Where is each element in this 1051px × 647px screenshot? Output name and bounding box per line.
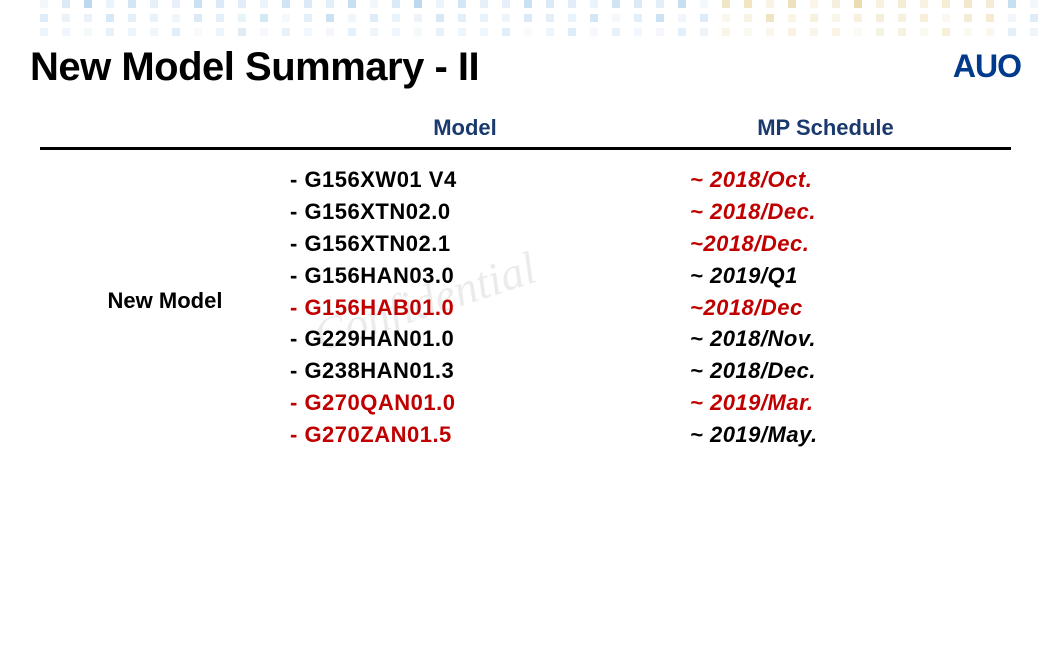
table-row-model: - G156HAB01.0 — [290, 292, 640, 324]
table-row-schedule: ~ 2018/Oct. — [690, 164, 1011, 196]
table-header-row: Model MP Schedule — [40, 115, 1011, 150]
table-row-schedule: ~ 2018/Dec. — [690, 196, 1011, 228]
table-row-model: - G156HAN03.0 — [290, 260, 640, 292]
table-row-model: - G229HAN01.0 — [290, 323, 640, 355]
auo-logo: AUO — [953, 48, 1021, 85]
table-row-model: - G156XTN02.0 — [290, 196, 640, 228]
column-header-empty — [40, 115, 290, 141]
category-label: New Model — [40, 150, 290, 451]
schedule-column: ~ 2018/Oct.~ 2018/Dec.~2018/Dec.~ 2019/Q… — [640, 150, 1011, 451]
table-row-model: - G270ZAN01.5 — [290, 419, 640, 451]
table-row-schedule: ~ 2018/Dec. — [690, 355, 1011, 387]
table-row-schedule: ~ 2018/Nov. — [690, 323, 1011, 355]
models-column: - G156XW01 V4- G156XTN02.0- G156XTN02.1-… — [290, 150, 640, 451]
table-row-schedule: ~2018/Dec — [690, 292, 1011, 324]
table-row-schedule: ~ 2019/May. — [690, 419, 1011, 451]
column-header-schedule: MP Schedule — [640, 115, 1011, 141]
table-row-model: - G156XW01 V4 — [290, 164, 640, 196]
column-header-model: Model — [290, 115, 640, 141]
summary-table: Model MP Schedule New Model - G156XW01 V… — [40, 115, 1011, 451]
table-row-model: - G156XTN02.1 — [290, 228, 640, 260]
table-body-row: New Model - G156XW01 V4- G156XTN02.0- G1… — [40, 150, 1011, 451]
table-row-schedule: ~ 2019/Q1 — [690, 260, 1011, 292]
table-row-model: - G270QAN01.0 — [290, 387, 640, 419]
page-title: New Model Summary - II — [30, 45, 479, 90]
table-row-model: - G238HAN01.3 — [290, 355, 640, 387]
table-row-schedule: ~ 2019/Mar. — [690, 387, 1011, 419]
table-row-schedule: ~2018/Dec. — [690, 228, 1011, 260]
